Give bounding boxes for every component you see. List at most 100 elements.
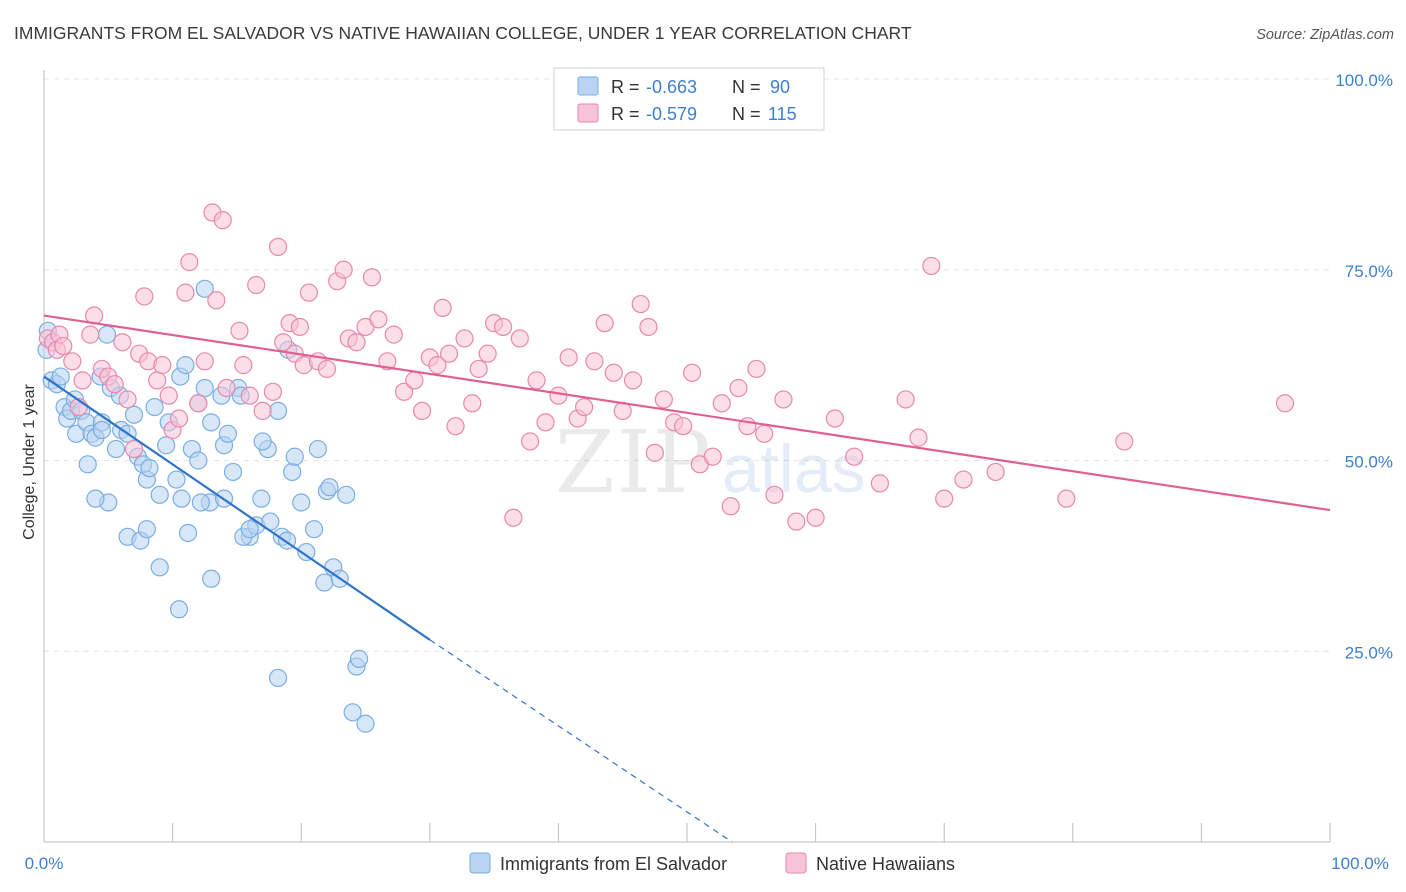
point-1-61	[433, 298, 452, 317]
point-1-17	[135, 287, 154, 306]
point-1-35	[247, 275, 266, 295]
point-1-108	[922, 256, 941, 276]
point-0-62	[297, 542, 316, 562]
point-0-30	[145, 397, 164, 417]
point-0-83	[240, 520, 259, 539]
point-1-113	[1115, 432, 1134, 451]
point-1-15	[124, 439, 144, 459]
series-0-points	[37, 279, 375, 733]
stats-swatch-blue	[577, 76, 599, 96]
y-tick-label-75: 75.0%	[1345, 262, 1393, 281]
stats-r-value-1: -0.663	[646, 77, 697, 97]
point-0-12	[78, 455, 97, 474]
point-1-54	[378, 352, 397, 371]
point-1-71	[510, 329, 529, 348]
point-1-95	[729, 378, 748, 398]
point-1-5	[63, 352, 82, 371]
point-1-111	[986, 462, 1005, 482]
point-0-77	[150, 558, 169, 577]
point-1-84	[631, 294, 650, 314]
point-0-36	[172, 489, 191, 508]
point-1-110	[954, 470, 973, 489]
point-0-76	[137, 520, 156, 539]
series-legend: Immigrants from El Salvador Native Hawai…	[469, 852, 955, 874]
point-1-8	[81, 325, 100, 344]
point-0-43	[202, 413, 221, 432]
trend-lines	[43, 314, 1331, 843]
point-0-40	[189, 451, 208, 470]
point-1-99	[765, 485, 784, 504]
point-1-36	[253, 401, 272, 421]
point-0-70	[343, 703, 362, 722]
y-axis-label: College, Under 1 year	[21, 384, 38, 540]
legend-swatch-native-hawaiians	[785, 852, 807, 874]
point-0-32	[157, 436, 176, 455]
point-1-67	[478, 344, 497, 363]
point-1-89	[674, 417, 693, 436]
point-1-42	[290, 317, 310, 337]
point-0-89	[86, 489, 105, 508]
point-0-86	[285, 447, 304, 466]
point-1-69	[494, 317, 513, 337]
point-0-48	[223, 462, 243, 482]
point-1-72	[521, 432, 540, 451]
point-1-12	[105, 375, 124, 394]
point-1-74	[536, 413, 555, 432]
point-0-18	[97, 325, 117, 344]
x-axis-ticks	[43, 823, 1331, 842]
point-0-47	[218, 424, 237, 443]
legend-label-native-hawaiians: Native Hawaiians	[816, 854, 955, 874]
point-1-106	[896, 390, 915, 409]
point-1-64	[455, 329, 474, 348]
point-1-29	[207, 291, 226, 310]
point-1-48	[334, 260, 353, 279]
stats-n-value-2: 115	[768, 104, 797, 124]
point-1-70	[504, 508, 523, 527]
chart-title: IMMIGRANTS FROM EL SALVADOR VS NATIVE HA…	[14, 23, 912, 43]
point-1-20	[153, 356, 172, 375]
point-1-19	[148, 371, 167, 390]
point-0-81	[202, 569, 221, 588]
point-1-23	[169, 409, 189, 428]
legend-label-el-salvador: Immigrants from El Salvador	[500, 854, 727, 874]
trend-line-extension-0	[429, 639, 733, 843]
y-tick-label-100: 100.0%	[1335, 71, 1393, 90]
point-1-100	[774, 390, 793, 409]
point-0-31	[150, 485, 169, 504]
point-1-86	[645, 443, 664, 462]
point-1-80	[595, 314, 614, 333]
point-1-60	[428, 356, 447, 375]
point-0-34	[167, 470, 186, 489]
point-1-65	[463, 394, 482, 413]
point-1-66	[469, 359, 488, 379]
point-0-19	[92, 420, 111, 440]
point-1-57	[405, 371, 424, 390]
point-1-102	[806, 508, 825, 527]
point-1-21	[159, 386, 178, 405]
point-1-50	[347, 333, 366, 352]
point-1-38	[268, 237, 288, 256]
trend-line-0	[43, 375, 431, 641]
series-1-points	[38, 203, 1295, 531]
point-0-59	[283, 462, 302, 482]
point-0-78	[169, 600, 189, 619]
point-1-58	[412, 401, 432, 421]
point-0-56	[268, 401, 288, 421]
point-1-81	[604, 363, 623, 382]
point-1-14	[118, 390, 137, 409]
point-1-31	[217, 378, 236, 398]
point-0-53	[252, 489, 271, 508]
point-0-63	[304, 520, 324, 539]
point-1-7	[73, 371, 92, 390]
point-1-79	[585, 352, 604, 371]
stats-n-value-1: 90	[770, 77, 790, 97]
point-1-37	[263, 382, 283, 401]
point-1-114	[1275, 394, 1295, 413]
chart-source: Source: ZipAtlas.com	[1256, 27, 1394, 43]
stats-r-value-2: -0.579	[646, 104, 697, 124]
point-0-85	[268, 668, 288, 688]
point-1-109	[935, 489, 954, 508]
point-0-80	[191, 493, 210, 512]
point-1-92	[703, 447, 722, 466]
